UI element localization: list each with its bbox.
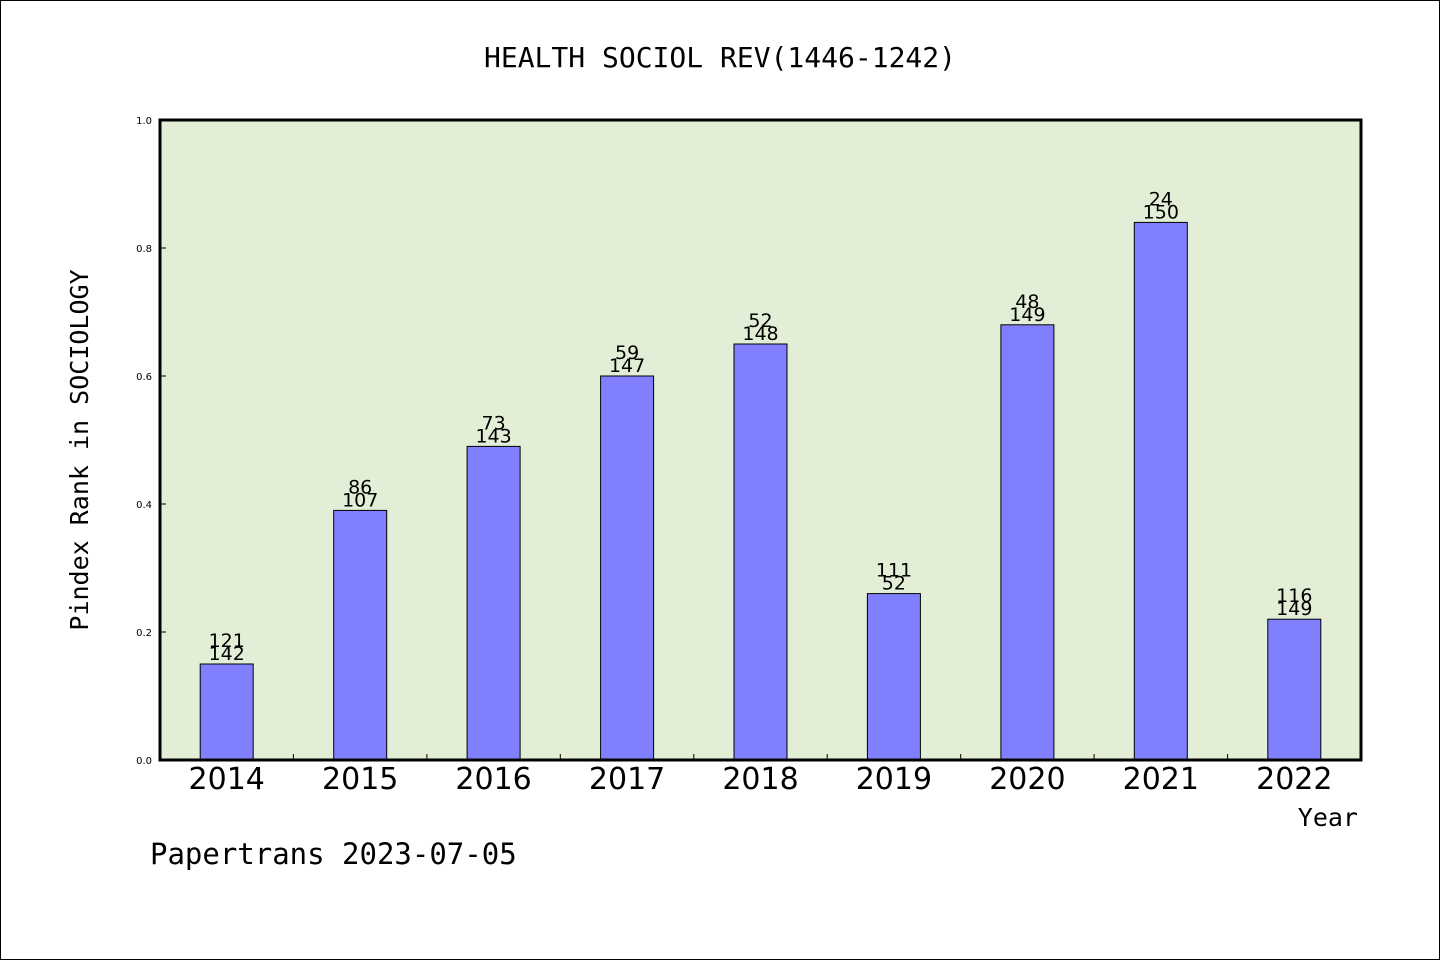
x-tick-label-2020: 2020 — [989, 762, 1065, 797]
bar-label-bottom-2014: 142 — [209, 643, 245, 665]
bar-label-top-2016: 73 — [482, 412, 506, 434]
bars — [199, 221, 1322, 761]
bar-label-top-2022: 116 — [1276, 585, 1312, 607]
bar-2021 — [1133, 221, 1188, 761]
y-tick-label: 0.0 — [136, 756, 152, 767]
bar-label-bottom-2016: 143 — [475, 425, 511, 447]
bar-label-bottom-2020: 149 — [1009, 304, 1045, 326]
bar-label-top-2021: 24 — [1149, 188, 1173, 210]
bar-label-bottom-2018: 148 — [742, 323, 778, 345]
bar-label-top-2017: 59 — [615, 342, 639, 364]
y-tick-label: 0.2 — [136, 628, 152, 639]
x-tick-label-2016: 2016 — [455, 762, 531, 797]
bar-2016 — [466, 445, 521, 761]
y-tick-label: 0.6 — [136, 372, 152, 383]
bar-label-top-2015: 86 — [348, 476, 372, 498]
x-tick-label-2022: 2022 — [1256, 762, 1332, 797]
plot-border — [158, 118, 1363, 762]
data-labels: 1211428610773143591475214811152481492415… — [209, 188, 1313, 665]
x-tick-label-2017: 2017 — [589, 762, 665, 797]
y-axis-label: Pindex Rank in SOCIOLOGY — [65, 269, 94, 630]
bar-label-bottom-2019: 52 — [882, 573, 906, 595]
x-tick-label-2015: 2015 — [322, 762, 398, 797]
x-tick-label-2018: 2018 — [722, 762, 798, 797]
bar-2022 — [1267, 618, 1322, 761]
footer-text: Papertrans 2023-07-05 — [150, 837, 517, 871]
bar-label-top-2019: 111 — [876, 560, 912, 582]
bar-2020 — [1000, 324, 1055, 761]
bar-label-bottom-2015: 107 — [342, 489, 378, 511]
x-tick-label-2019: 2019 — [856, 762, 932, 797]
y-tick-label: 1.0 — [136, 116, 152, 127]
y-tick-label: 0.8 — [136, 244, 152, 255]
x-axis-ticks: 2014 2015 2016 2017 2018 2019 2020 2021 2022 — [189, 754, 1332, 797]
y-tick-label: 0.4 — [136, 500, 152, 511]
x-tick-label-2014: 2014 — [189, 762, 265, 797]
bar-2019 — [866, 593, 921, 761]
bar-2014 — [199, 663, 254, 761]
bar-label-top-2018: 52 — [748, 310, 772, 332]
bar-label-top-2014: 121 — [209, 630, 245, 652]
bar-label-bottom-2022: 149 — [1276, 598, 1312, 620]
bar-label-top-2020: 48 — [1015, 291, 1039, 313]
bar-label-bottom-2017: 147 — [609, 355, 645, 377]
x-axis-label: Year — [1298, 803, 1358, 832]
bar-2018 — [733, 343, 788, 761]
bar-label-bottom-2021: 150 — [1143, 201, 1179, 223]
bar-2015 — [333, 509, 388, 761]
x-tick-label-2021: 2021 — [1123, 762, 1199, 797]
bar-2017 — [600, 375, 655, 761]
chart-title: HEALTH SOCIOL REV(1446-1242) — [484, 41, 956, 74]
